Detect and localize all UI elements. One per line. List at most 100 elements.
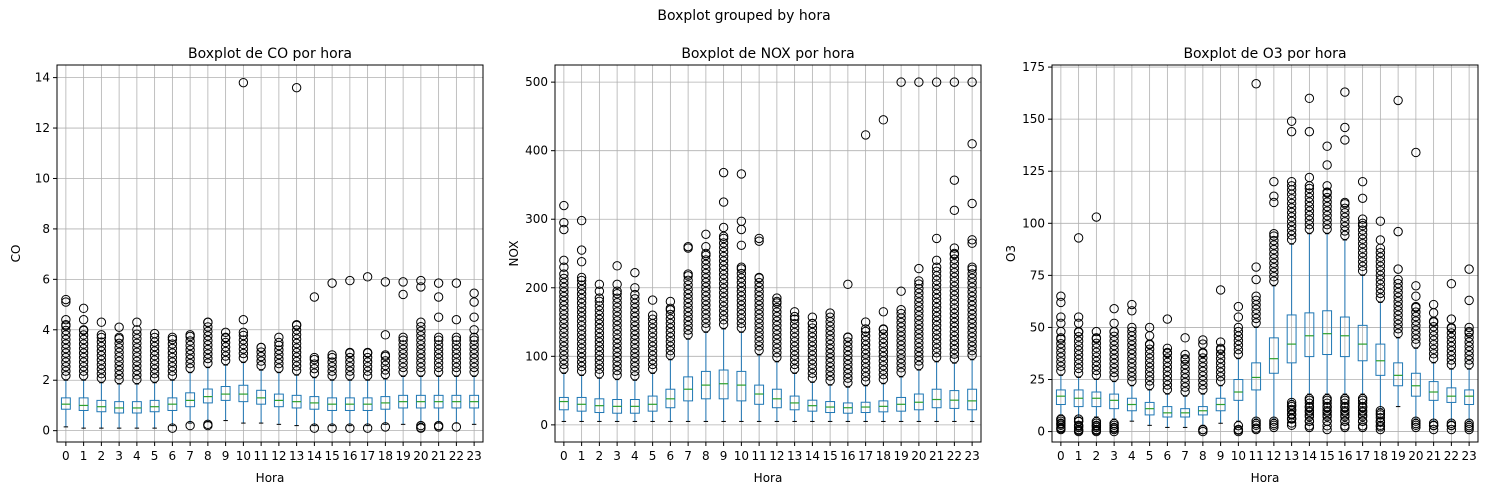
outlier-point (274, 358, 284, 369)
outlier-point (789, 350, 800, 361)
outlier-point (665, 336, 676, 347)
outlier-point (256, 347, 266, 357)
x-tick-label: 0 (62, 449, 70, 463)
outlier-point (665, 341, 676, 351)
y-tick-label: 14 (35, 71, 50, 85)
x-tick-label: 5 (151, 449, 159, 463)
outlier-point (132, 317, 142, 327)
box-0 (60, 294, 71, 428)
outlier-point (1180, 349, 1190, 360)
outlier-point (576, 352, 587, 363)
outlier-point (78, 330, 89, 340)
outlier-point (433, 292, 444, 302)
outlier-point (1340, 203, 1350, 213)
outlier-point (1322, 406, 1332, 416)
outlier-point (967, 300, 977, 311)
box-23 (1464, 264, 1475, 435)
outlier-point (1304, 181, 1315, 191)
outlier-point (612, 356, 622, 367)
outlier-point (949, 331, 960, 341)
outlier-point (167, 332, 178, 343)
box-21 (931, 77, 942, 422)
outlier-point (1144, 367, 1155, 377)
outlier-point (416, 275, 426, 286)
outlier-point (1233, 426, 1244, 437)
x-tick-label: 14 (307, 449, 322, 463)
outlier-point (1127, 376, 1137, 386)
outlier-point (1056, 333, 1066, 343)
outlier-point (1322, 187, 1332, 197)
outlier-point (931, 320, 942, 331)
outlier-point (683, 269, 693, 279)
iqr-box (931, 388, 942, 409)
outlier-point (345, 357, 355, 367)
outlier-point (630, 303, 640, 313)
y-tick-label: 4 (42, 323, 50, 337)
outlier-point (967, 332, 977, 342)
outlier-point (1073, 359, 1084, 369)
outlier-point (61, 320, 71, 330)
outlier-point (914, 338, 924, 348)
outlier-point (914, 324, 924, 335)
outlier-point (416, 331, 426, 341)
iqr-box (1109, 393, 1120, 410)
outlier-point (683, 280, 693, 290)
x-tick-label: 16 (1337, 449, 1352, 463)
outlier-point (754, 300, 764, 310)
outlier-point (1375, 266, 1386, 276)
box-7 (1180, 333, 1191, 428)
outlier-point (416, 349, 426, 359)
outlier-point (576, 289, 587, 299)
outlier-point (967, 282, 977, 293)
outlier-point (1073, 312, 1084, 322)
outlier-point (167, 423, 178, 433)
outlier-point (291, 329, 302, 340)
outlier-point (1269, 416, 1279, 426)
outlier-point (1144, 376, 1155, 386)
outlier-point (1269, 276, 1279, 286)
x-tick-label: 12 (271, 449, 286, 463)
outlier-point (1322, 192, 1332, 203)
outlier-point (736, 262, 747, 272)
outlier-point (949, 317, 960, 328)
box-22 (1446, 279, 1457, 435)
outlier-point (949, 272, 960, 282)
outlier-point (807, 364, 818, 374)
outlier-point (789, 337, 800, 347)
outlier-point (1251, 420, 1261, 431)
y-axis-label: O3 (1004, 245, 1018, 262)
outlier-point (843, 337, 853, 347)
outlier-point (1269, 258, 1279, 268)
outlier-point (256, 360, 266, 371)
outlier-point (1340, 395, 1350, 406)
iqr-box (1428, 381, 1439, 401)
x-tick-label: 17 (858, 449, 873, 463)
outlier-point (967, 309, 977, 320)
outlier-point (96, 317, 107, 327)
iqr-box (967, 388, 978, 411)
box-6 (167, 332, 178, 433)
outlier-point (1322, 160, 1332, 170)
outlier-point (1269, 244, 1279, 255)
outlier-point (1269, 249, 1279, 259)
outlier-point (291, 343, 302, 353)
outlier-point (185, 354, 195, 364)
outlier-point (754, 282, 764, 292)
outlier-point (416, 340, 426, 350)
outlier-point (701, 305, 711, 315)
outlier-point (949, 267, 960, 278)
outlier-point (1357, 261, 1368, 272)
outlier-point (1198, 362, 1208, 372)
outlier-point (843, 341, 853, 352)
outlier-point (433, 278, 444, 288)
outlier-point (1109, 372, 1119, 382)
outlier-point (167, 366, 178, 376)
outlier-point (754, 236, 764, 246)
outlier-point (433, 335, 444, 345)
outlier-point (1269, 176, 1279, 187)
outlier-point (132, 334, 142, 344)
outlier-point (1357, 220, 1368, 231)
box-12 (273, 332, 284, 425)
x-tick-label: 2 (98, 449, 106, 463)
iqr-box (1322, 310, 1333, 356)
